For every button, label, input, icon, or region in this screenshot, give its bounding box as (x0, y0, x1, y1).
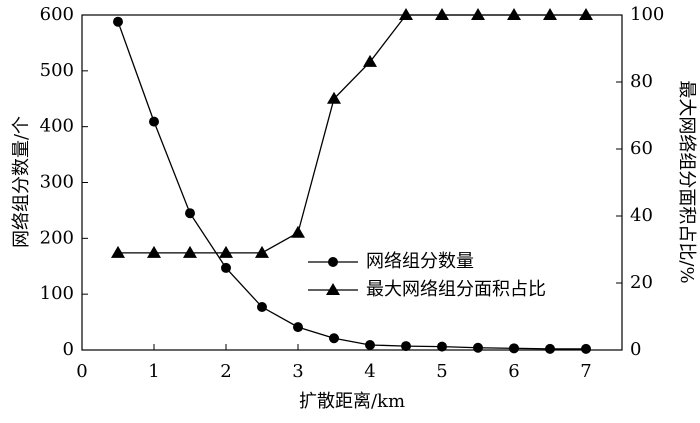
x-tick-label: 7 (580, 361, 591, 382)
marker (113, 16, 123, 27)
marker (363, 54, 377, 67)
y2-tick-label: 20 (630, 272, 653, 293)
marker (219, 245, 233, 258)
marker (509, 343, 519, 354)
marker (471, 8, 485, 20)
marker (581, 343, 591, 354)
series-line (117, 21, 586, 350)
marker (326, 283, 340, 295)
y2-tick-label: 40 (630, 205, 653, 226)
y2-tick-label: 80 (630, 71, 653, 92)
marker (111, 245, 125, 258)
marker (328, 257, 338, 267)
marker (329, 333, 339, 344)
marker (473, 342, 483, 353)
y-tick-label: 400 (40, 116, 74, 137)
marker (399, 8, 413, 20)
y-tick-label: 0 (63, 339, 74, 360)
y-tick-label: 100 (40, 283, 74, 304)
marker (579, 8, 593, 20)
y-tick-label: 300 (40, 172, 74, 193)
marker (257, 302, 267, 313)
marker (221, 262, 231, 273)
y2-tick-label: 0 (630, 339, 641, 360)
marker (437, 341, 447, 352)
x-tick-label: 0 (76, 361, 87, 382)
marker (255, 245, 269, 258)
marker (147, 245, 161, 258)
marker (401, 341, 411, 352)
x-tick-label: 5 (436, 361, 447, 382)
legend-label: 网络组分数量 (366, 251, 474, 272)
x-tick-label: 2 (220, 361, 231, 382)
marker (185, 208, 195, 219)
y-tick-label: 200 (40, 227, 74, 248)
marker (545, 343, 555, 354)
x-tick-label: 1 (148, 361, 159, 382)
marker (365, 339, 375, 350)
series-line (118, 14, 586, 254)
y2-tick-label: 100 (630, 4, 664, 25)
marker (507, 8, 521, 20)
y-tick-label: 600 (40, 4, 74, 25)
marker (435, 8, 449, 20)
marker (543, 8, 557, 20)
marker (149, 116, 159, 127)
marker (293, 322, 303, 333)
x-tick-label: 3 (292, 361, 303, 382)
x-tick-label: 4 (364, 361, 375, 382)
x-axis-label: 扩散距离/km (299, 391, 405, 412)
legend-label: 最大网络组分面积占比 (366, 279, 546, 300)
y-axis-label: 网络组分数量/个 (11, 116, 32, 248)
marker (183, 245, 197, 258)
y2-axis-label: 最大网络组分面积占比/% (676, 80, 697, 283)
marker (327, 91, 341, 104)
marker (291, 225, 305, 238)
y2-tick-label: 60 (630, 138, 653, 159)
y-tick-label: 500 (40, 60, 74, 81)
x-tick-label: 6 (508, 361, 519, 382)
